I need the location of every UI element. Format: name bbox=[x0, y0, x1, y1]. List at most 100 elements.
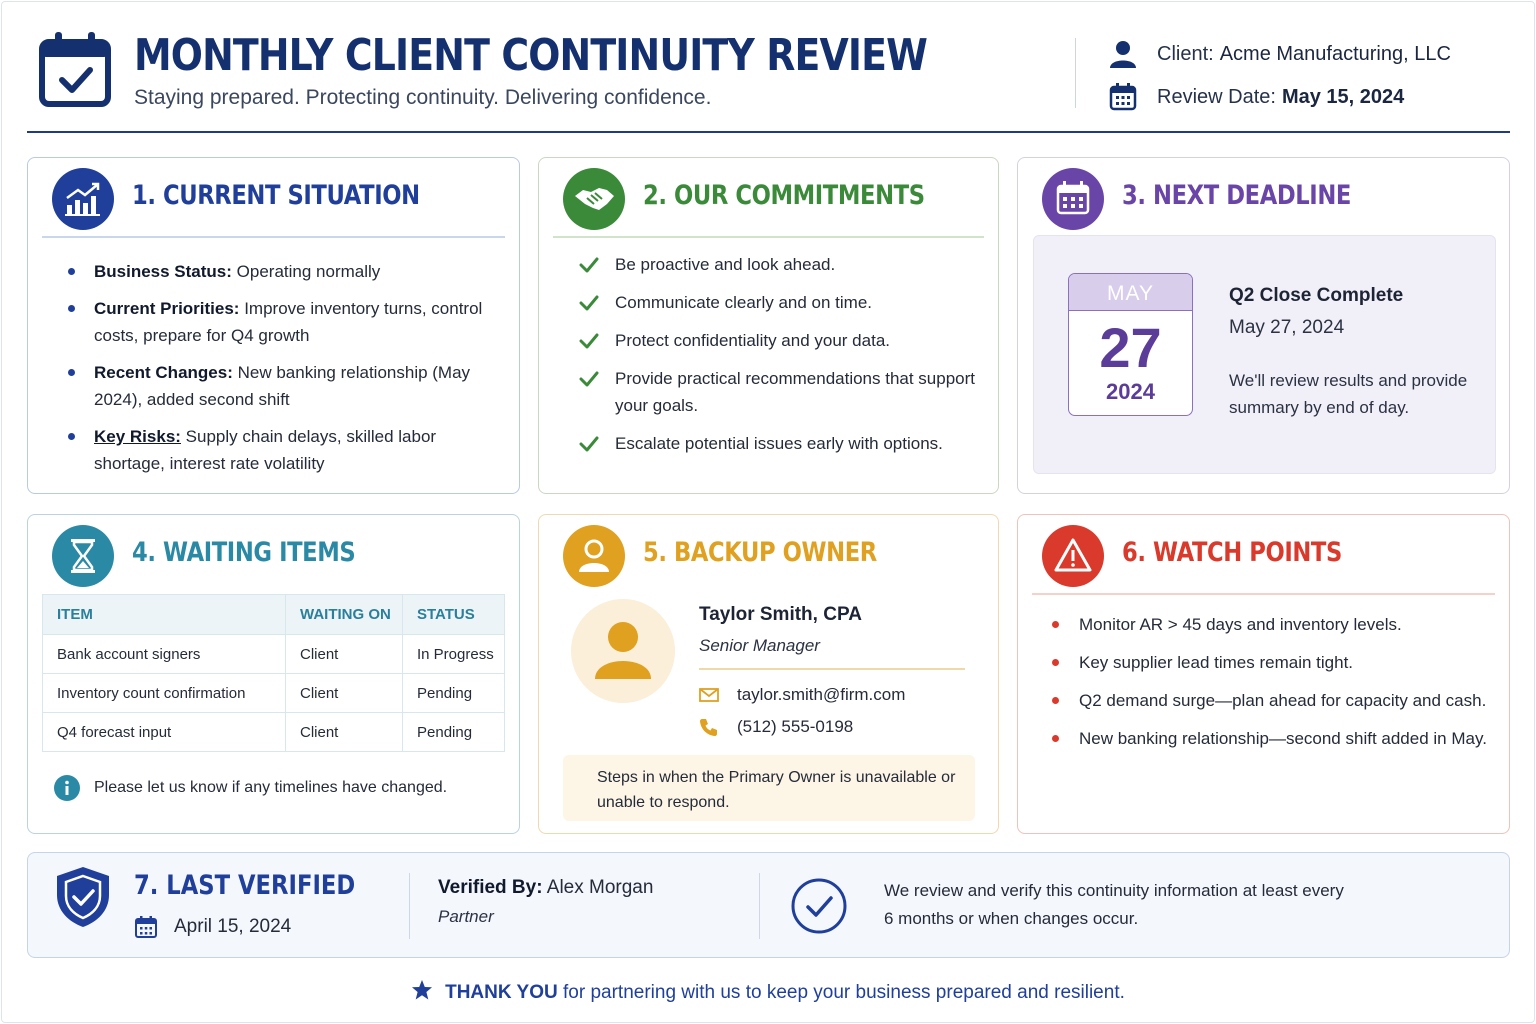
card-separator bbox=[42, 236, 505, 238]
info-icon bbox=[54, 775, 80, 801]
footer-text: for partnering with us to keep your busi… bbox=[557, 982, 1125, 1003]
list-item: Be proactive and look ahead. bbox=[579, 251, 979, 278]
check-icon bbox=[579, 436, 599, 452]
table-cell: In Progress bbox=[402, 634, 505, 674]
header-rule bbox=[27, 131, 1510, 133]
waiting-items-table: ITEM WAITING ON STATUS Bank account sign… bbox=[42, 594, 505, 752]
waiting-items-card: 4. WAITING ITEMS ITEM WAITING ON STATUS … bbox=[27, 514, 520, 834]
waiting-items-note: Please let us know if any timelines have… bbox=[54, 775, 447, 801]
calendar-year: 2024 bbox=[1106, 379, 1155, 404]
client-label: Client: bbox=[1157, 42, 1214, 65]
calendar-month: MAY bbox=[1069, 274, 1192, 311]
list-item: Key Risks: Supply chain delays, skilled … bbox=[68, 423, 488, 477]
list-item: Communicate clearly and on time. bbox=[579, 289, 979, 316]
watch-points-card: 6. WATCH POINTS Monitor AR > 45 days and… bbox=[1017, 514, 1510, 834]
list-item: Key supplier lead times remain tight. bbox=[1052, 649, 1492, 676]
card-separator bbox=[1032, 593, 1495, 595]
backup-owner-role: Senior Manager bbox=[699, 636, 820, 655]
calendar-check-icon bbox=[39, 32, 111, 107]
table-row: Q4 forecast input Client Pending bbox=[42, 712, 505, 752]
page-title: MONTHLY CLIENT CONTINUITY REVIEW bbox=[134, 30, 928, 81]
list-item: Monitor AR > 45 days and inventory level… bbox=[1052, 611, 1492, 638]
note-text: Please let us know if any timelines have… bbox=[94, 779, 448, 796]
phone-link[interactable]: (512) 555-0198 bbox=[737, 717, 854, 736]
table-cell: Client bbox=[285, 673, 403, 713]
table-header-row: ITEM WAITING ON STATUS bbox=[42, 594, 505, 635]
vertical-separator bbox=[759, 873, 760, 939]
phone-icon bbox=[700, 719, 717, 736]
shield-check-icon bbox=[57, 867, 109, 927]
envelope-icon bbox=[699, 688, 719, 702]
table-row: Inventory count confirmation Client Pend… bbox=[42, 673, 505, 713]
list-item: Current Priorities: Improve inventory tu… bbox=[68, 295, 488, 349]
review-date-row: Review Date: May 15, 2024 bbox=[1108, 82, 1404, 112]
list-item: Provide practical recommendations that s… bbox=[579, 365, 979, 419]
backup-owner-note: Steps in when the Primary Owner is unava… bbox=[563, 755, 975, 821]
list-item: Escalate potential issues early with opt… bbox=[579, 430, 979, 457]
last-verified-card: 7. LAST VERIFIED April 15, 2024 Verified… bbox=[27, 852, 1510, 958]
table-cell: Pending bbox=[402, 712, 505, 752]
calendar-icon bbox=[1109, 83, 1137, 111]
current-situation-card: 1. CURRENT SITUATION Business Status: Op… bbox=[27, 157, 520, 494]
calendar-icon bbox=[1042, 168, 1104, 230]
phone-row[interactable]: (512) 555-0198 bbox=[699, 717, 853, 737]
deadline-box: MAY 27 2024 Q2 Close Complete May 27, 20… bbox=[1033, 235, 1496, 474]
last-verified-date: April 15, 2024 bbox=[174, 916, 292, 937]
list-item: Business Status: Operating normally bbox=[68, 258, 488, 285]
vertical-separator bbox=[409, 873, 410, 939]
list-item: Protect confidentiality and your data. bbox=[579, 327, 979, 354]
person-icon bbox=[563, 525, 625, 587]
header-divider bbox=[1075, 38, 1076, 108]
next-deadline-title: 3. NEXT DEADLINE bbox=[1122, 180, 1351, 211]
table-cell: Inventory count confirmation bbox=[42, 673, 286, 713]
waiting-items-title: 4. WAITING ITEMS bbox=[132, 537, 356, 568]
last-verified-title: 7. LAST VERIFIED bbox=[134, 870, 356, 901]
backup-owner-card: 5. BACKUP OWNER Taylor Smith, CPA Senior… bbox=[538, 514, 999, 834]
commitments-title: 2. OUR COMMITMENTS bbox=[643, 180, 925, 211]
deadline-event: Q2 Close Complete bbox=[1229, 285, 1404, 306]
backup-owner-name: Taylor Smith, CPA bbox=[699, 604, 862, 625]
star-icon bbox=[412, 980, 433, 1000]
next-deadline-card: 3. NEXT DEADLINE MAY 27 2024 Q2 Close Co… bbox=[1017, 157, 1510, 494]
email-row[interactable]: taylor.smith@firm.com bbox=[699, 685, 905, 705]
check-icon bbox=[579, 295, 599, 311]
calendar-icon bbox=[135, 916, 157, 938]
card-separator bbox=[553, 236, 984, 238]
email-link[interactable]: taylor.smith@firm.com bbox=[737, 685, 906, 704]
avatar bbox=[571, 599, 675, 703]
verified-by-role: Partner bbox=[438, 907, 494, 926]
check-icon bbox=[579, 371, 599, 387]
list-item: Q2 demand surge—plan ahead for capacity … bbox=[1052, 687, 1492, 714]
client-value: Acme Manufacturing, LLC bbox=[1219, 42, 1451, 65]
column-header: ITEM bbox=[42, 594, 286, 635]
user-icon bbox=[1110, 41, 1136, 68]
backup-owner-separator bbox=[699, 668, 965, 670]
watch-points-list: Monitor AR > 45 days and inventory level… bbox=[1052, 611, 1492, 763]
list-item: Recent Changes: New banking relationship… bbox=[68, 359, 488, 413]
commitments-card: 2. OUR COMMITMENTS Be proactive and look… bbox=[538, 157, 999, 494]
list-item: New banking relationship—second shift ad… bbox=[1052, 725, 1492, 752]
table-cell: Client bbox=[285, 712, 403, 752]
check-circle-icon bbox=[791, 878, 847, 934]
review-date-value: May 15, 2024 bbox=[1281, 85, 1405, 108]
table-row: Bank account signers Client In Progress bbox=[42, 634, 505, 674]
deadline-note: We'll review results and provide summary… bbox=[1229, 371, 1468, 417]
calendar-day: 27 bbox=[1099, 316, 1162, 379]
hourglass-icon bbox=[52, 525, 114, 587]
footer-emphasis: THANK YOU bbox=[445, 982, 558, 1003]
last-verified-date-row: April 15, 2024 bbox=[134, 915, 291, 939]
current-situation-list: Business Status: Operating normally Curr… bbox=[68, 258, 488, 487]
table-cell: Pending bbox=[402, 673, 505, 713]
commitments-list: Be proactive and look ahead. Communicate… bbox=[579, 251, 979, 468]
last-verified-note: We review and verify this continuity inf… bbox=[884, 881, 1344, 928]
footer: THANK YOU for partnering with us to keep… bbox=[0, 979, 1536, 1004]
watch-points-title: 6. WATCH POINTS bbox=[1122, 537, 1342, 568]
column-header: STATUS bbox=[402, 594, 505, 635]
table-cell: Client bbox=[285, 634, 403, 674]
table-cell: Q4 forecast input bbox=[42, 712, 286, 752]
client-row: Client: Acme Manufacturing, LLC bbox=[1108, 39, 1451, 69]
handshake-icon bbox=[563, 168, 625, 230]
warning-icon bbox=[1042, 525, 1104, 587]
check-icon bbox=[579, 257, 599, 273]
page-subtitle: Staying prepared. Protecting continuity.… bbox=[134, 86, 712, 109]
